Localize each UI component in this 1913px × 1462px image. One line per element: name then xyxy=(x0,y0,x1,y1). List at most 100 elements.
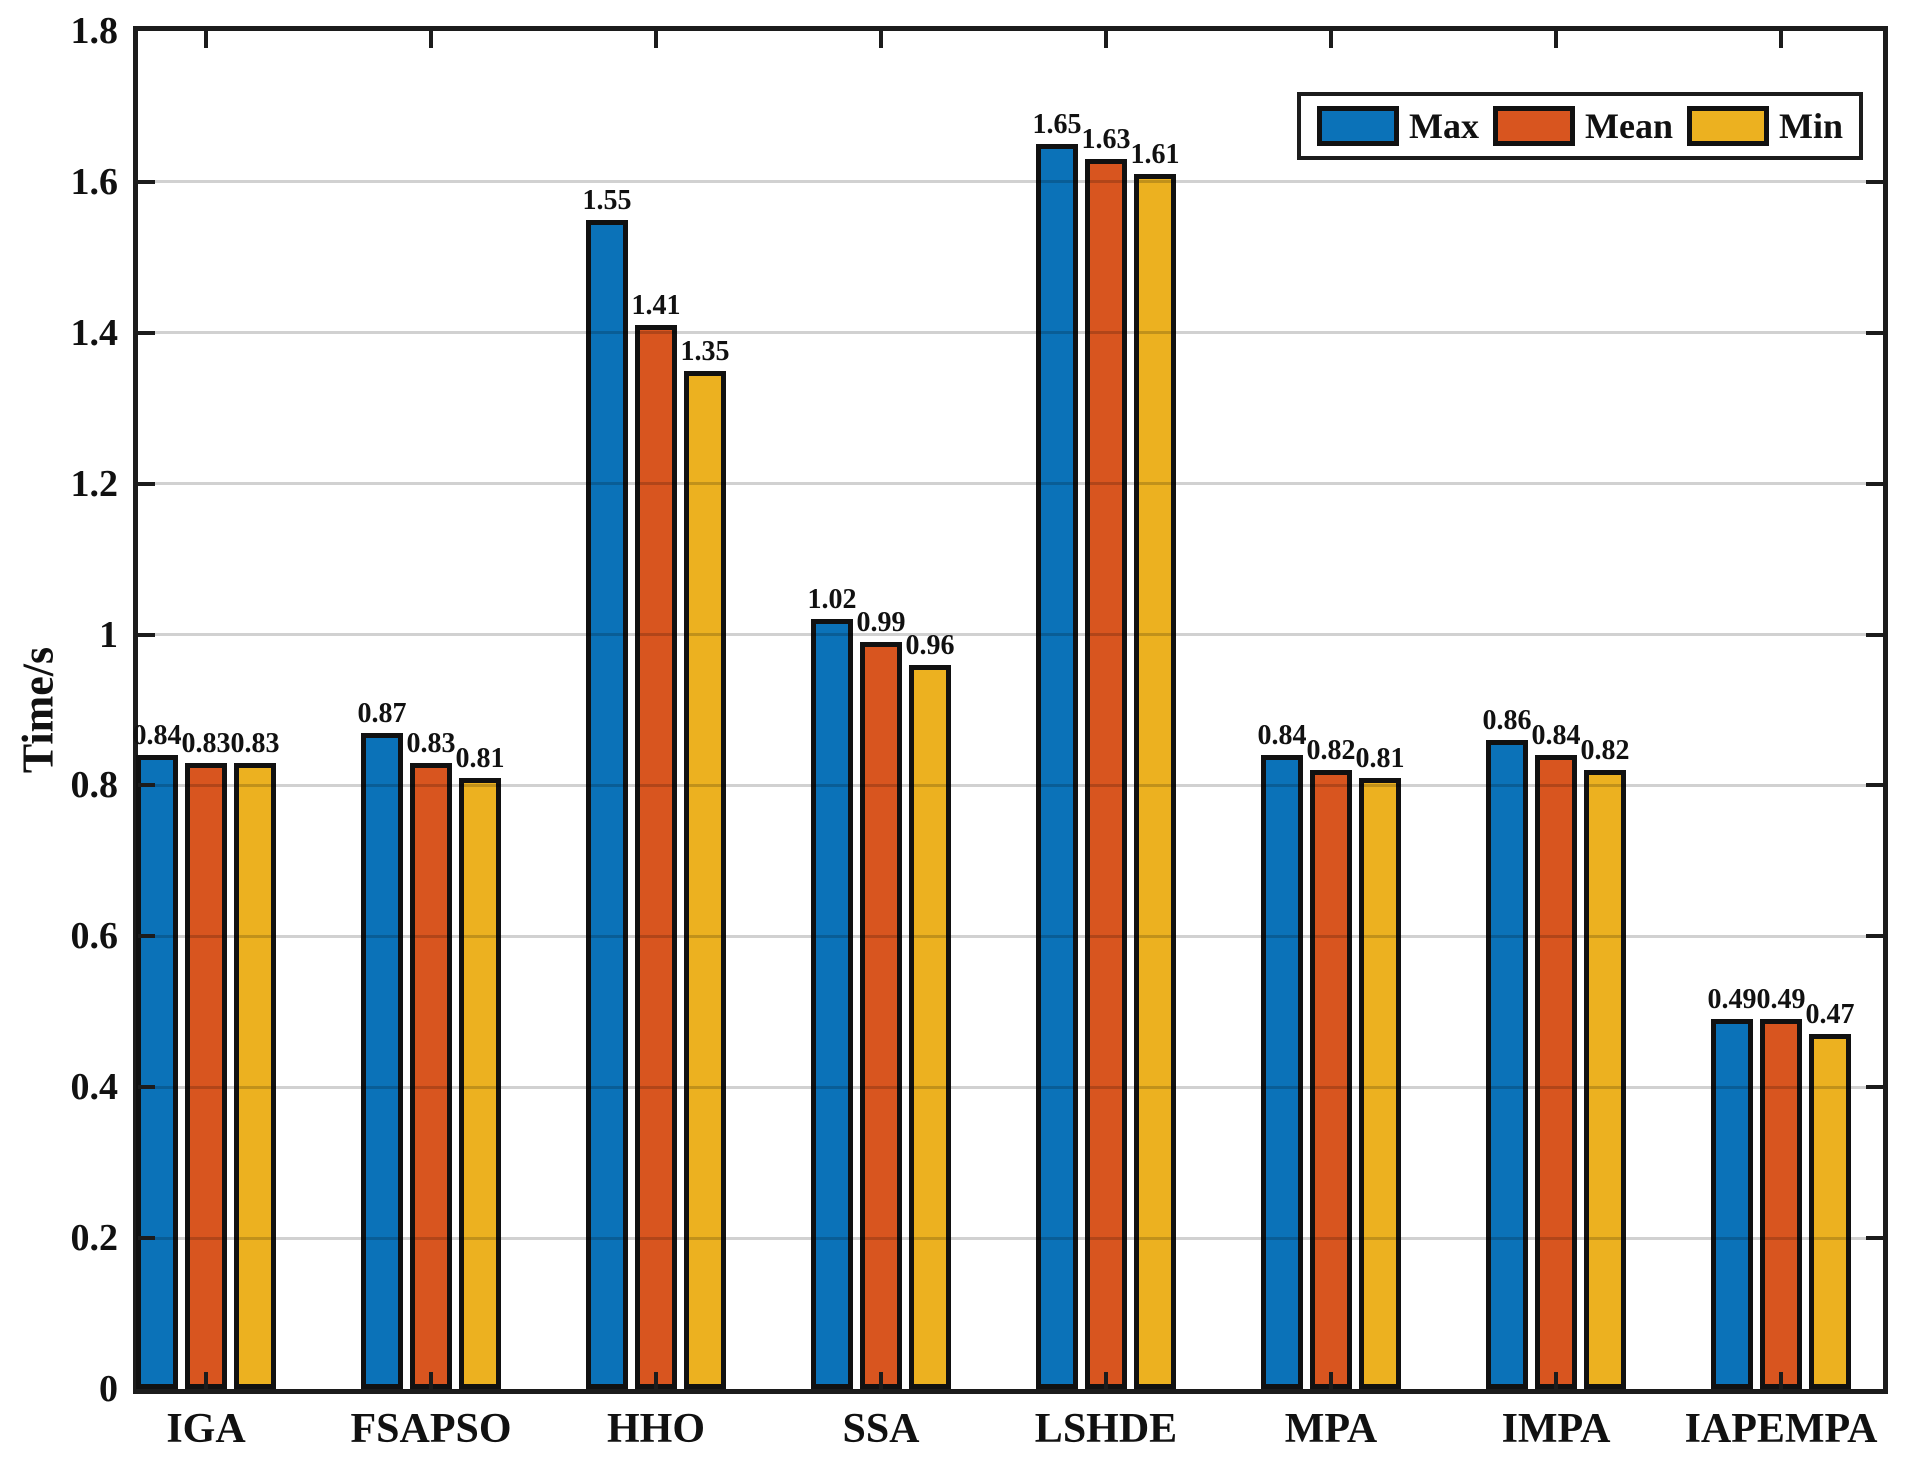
y-axis-tick xyxy=(1866,934,1883,939)
bar-value-label: 0.99 xyxy=(856,607,906,639)
x-axis-tick xyxy=(204,1372,208,1389)
y-axis-tick xyxy=(138,1236,155,1241)
bar-max-hho xyxy=(586,219,628,1389)
legend-swatch-max-icon xyxy=(1317,106,1399,146)
legend: Max Mean Min xyxy=(1297,92,1863,160)
y-axis-tick xyxy=(138,179,155,184)
y-tick-label: 0.2 xyxy=(70,1217,119,1260)
x-axis-tick xyxy=(1329,31,1333,48)
legend-swatch-mean-icon xyxy=(1492,106,1575,146)
y-axis-tick xyxy=(1866,1236,1883,1241)
bar-max-fsapso xyxy=(361,732,403,1389)
bar-value-label: 0.81 xyxy=(455,742,505,774)
y-tick-label: 0.6 xyxy=(70,915,119,958)
gridline xyxy=(138,482,1883,486)
x-axis-tick xyxy=(1779,1372,1783,1389)
bar-min-lshde xyxy=(1134,174,1176,1389)
y-axis-title: Time/s xyxy=(13,646,63,774)
y-axis-tick xyxy=(138,481,155,486)
x-axis-tick xyxy=(654,31,658,48)
x-tick-label-iga: IGA xyxy=(166,1406,246,1452)
x-axis-tick xyxy=(1329,1372,1333,1389)
bar-value-label: 0.83 xyxy=(181,727,231,759)
y-axis-tick xyxy=(138,1085,155,1090)
y-tick-label: 0.4 xyxy=(70,1066,119,1109)
bar-value-label: 0.84 xyxy=(132,720,182,752)
bar-max-iga xyxy=(136,755,178,1389)
y-tick-label: 1 xyxy=(99,613,118,656)
bar-value-label: 0.96 xyxy=(905,629,955,661)
y-tick-label: 0 xyxy=(99,1368,118,1410)
bar-value-label: 1.55 xyxy=(582,184,632,216)
bar-mean-mpa xyxy=(1310,770,1352,1389)
gridline xyxy=(138,633,1883,637)
x-axis-tick xyxy=(1554,31,1558,48)
bar-value-label: 1.63 xyxy=(1081,124,1131,156)
bar-mean-lshde xyxy=(1085,159,1127,1389)
y-tick-label: 1.4 xyxy=(70,311,119,354)
gridline xyxy=(138,331,1883,335)
x-tick-label-fsapso: FSAPSO xyxy=(350,1406,512,1452)
bar-max-mpa xyxy=(1261,755,1303,1389)
plot-area: 0.84 0.83 0.83 0.87 0.83 0.81 1.55 1.41 1.35 1.02… xyxy=(133,26,1888,1394)
bar-value-label: 1.41 xyxy=(631,290,681,322)
bar-mean-fsapso xyxy=(410,762,452,1389)
bar-value-label: 0.81 xyxy=(1355,742,1405,774)
legend-item-mean: Mean xyxy=(1492,106,1673,146)
bar-min-mpa xyxy=(1359,777,1401,1389)
bar-min-impa xyxy=(1584,770,1626,1389)
y-axis-tick xyxy=(1866,330,1883,335)
bar-value-label: 0.87 xyxy=(357,697,407,729)
x-axis-tick xyxy=(429,1372,433,1389)
y-axis-tick xyxy=(138,330,155,335)
bar-max-iapempa xyxy=(1711,1019,1753,1389)
bar-min-hho xyxy=(684,370,726,1389)
x-axis-tick xyxy=(1104,31,1108,48)
bar-value-label: 0.82 xyxy=(1306,735,1356,767)
x-tick-label-mpa: MPA xyxy=(1284,1406,1378,1452)
legend-item-min: Min xyxy=(1686,106,1843,146)
bar-value-label: 0.49 xyxy=(1707,984,1757,1016)
y-tick-label: 1.8 xyxy=(70,10,119,52)
bar-value-label: 0.82 xyxy=(1580,735,1630,767)
bar-min-iga xyxy=(234,762,276,1389)
y-axis-tick xyxy=(138,934,155,939)
x-axis-tick xyxy=(654,1372,658,1389)
bar-max-impa xyxy=(1486,740,1528,1389)
x-tick-label-hho: HHO xyxy=(606,1406,706,1452)
x-tick-label-lshde: LSHDE xyxy=(1034,1406,1178,1452)
x-axis-tick xyxy=(429,31,433,48)
bar-value-label: 1.02 xyxy=(807,584,857,616)
legend-swatch-min-icon xyxy=(1686,106,1769,146)
y-axis-tick xyxy=(1866,783,1883,788)
legend-label-max: Max xyxy=(1409,106,1479,146)
x-axis-tick xyxy=(1104,1372,1108,1389)
legend-label-min: Min xyxy=(1778,106,1843,146)
y-axis-tick xyxy=(138,783,155,788)
bar-max-ssa xyxy=(811,619,853,1389)
bar-value-label: 0.86 xyxy=(1482,705,1532,737)
y-tick-label: 1.2 xyxy=(70,462,119,505)
y-axis-tick xyxy=(1866,632,1883,637)
bar-value-label: 1.35 xyxy=(680,335,730,367)
bar-mean-impa xyxy=(1535,755,1577,1389)
bar-value-label: 0.83 xyxy=(230,727,280,759)
bar-mean-iapempa xyxy=(1760,1019,1802,1389)
bar-value-label: 1.65 xyxy=(1032,109,1082,141)
y-axis-tick xyxy=(1866,481,1883,486)
y-axis-tick xyxy=(138,632,155,637)
y-axis-tick xyxy=(1866,179,1883,184)
bar-value-label: 0.47 xyxy=(1805,999,1855,1031)
bar-mean-ssa xyxy=(860,642,902,1389)
x-tick-label-iapempa: IAPEMPA xyxy=(1684,1406,1878,1452)
bar-min-iapempa xyxy=(1809,1034,1851,1389)
bar-mean-iga xyxy=(185,762,227,1389)
bar-min-fsapso xyxy=(459,777,501,1389)
bar-value-label: 0.84 xyxy=(1257,720,1307,752)
legend-item-max: Max xyxy=(1317,106,1479,146)
bar-value-label: 0.83 xyxy=(406,727,456,759)
y-axis-tick xyxy=(1866,1085,1883,1090)
x-axis-tick xyxy=(1554,1372,1558,1389)
bar-value-label: 0.49 xyxy=(1756,984,1806,1016)
x-axis-tick xyxy=(1779,31,1783,48)
